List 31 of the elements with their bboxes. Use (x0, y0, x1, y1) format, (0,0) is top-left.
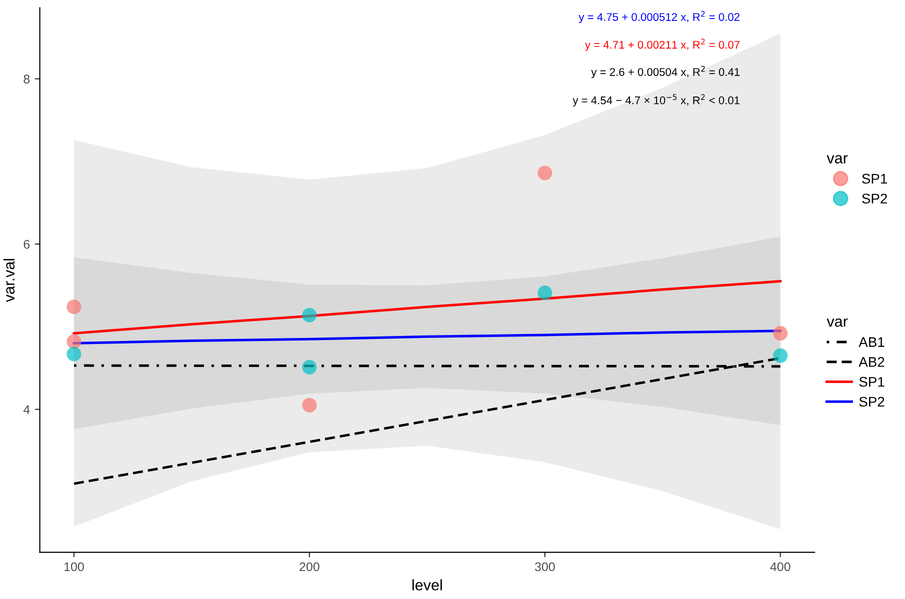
x-tick-label: 200 (300, 562, 320, 572)
point (302, 360, 317, 374)
point (538, 286, 552, 300)
annotation: y = 2.6 + 0.00504 x, R$^{2}$ = 0.41 (591, 66, 740, 78)
legend-label: AB1 (858, 337, 884, 347)
legend-label: SP2 (862, 194, 887, 204)
legend-label: SP1 (862, 174, 888, 184)
y-tick-label: 6 (24, 240, 30, 249)
y-axis-title: var.val (3, 258, 15, 302)
annotation: y = 4.75 + 0.000512 x, R$^{2}$ = 0.02 (578, 10, 740, 24)
legend-title: var (826, 155, 848, 164)
x-tick-label: 400 (770, 562, 790, 572)
point (302, 398, 317, 412)
point (302, 308, 317, 322)
x-tick-label: 100 (64, 562, 84, 572)
point (773, 348, 788, 363)
point (66, 334, 82, 349)
x-axis-title: level (412, 579, 442, 590)
y-tick-label: 8 (24, 74, 30, 84)
point (773, 326, 788, 341)
point (66, 346, 82, 362)
text: var (826, 318, 848, 327)
legend-label: AB2 (858, 357, 884, 367)
x-tick-label: 300 (534, 562, 555, 572)
legend-label: SP2 (859, 396, 884, 407)
annotation: y = 4.71 + 0.00211 x, R$^{2}$ = 0.07 (584, 38, 740, 51)
annotation: y = 4.54 − 4.7 × 10$^{−5}$ x, R$^{2}$ < 0.01 (572, 94, 740, 106)
point (66, 300, 82, 314)
point (538, 166, 552, 180)
legend-label: SP1 (859, 376, 884, 387)
y-tick-label: 4 (23, 405, 30, 414)
